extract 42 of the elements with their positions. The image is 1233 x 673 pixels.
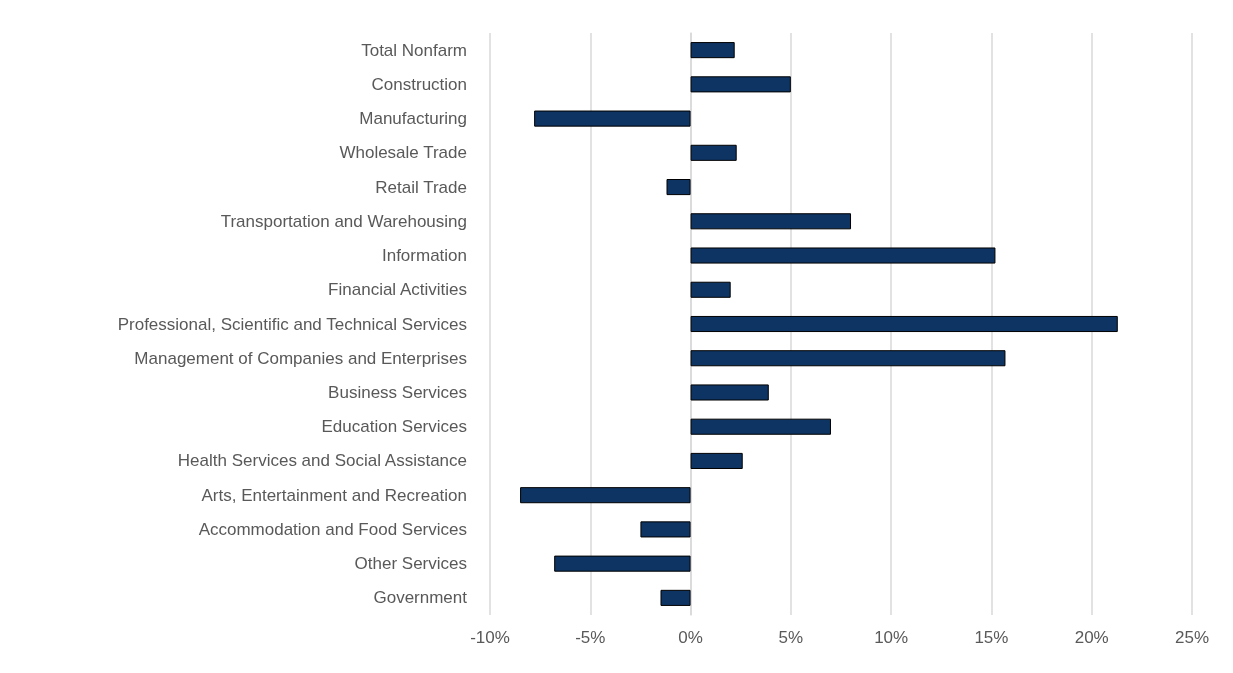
y-tick-label: Management of Companies and Enterprises bbox=[134, 348, 467, 368]
bar bbox=[640, 521, 691, 538]
y-tick-label: Transportation and Warehousing bbox=[220, 211, 467, 231]
y-tick-label: Other Services bbox=[354, 554, 467, 574]
y-tick-label: Total Nonfarm bbox=[361, 40, 467, 60]
x-tick-label: 10% bbox=[874, 628, 909, 647]
x-tick-label: 0% bbox=[678, 628, 703, 647]
bar bbox=[520, 487, 691, 504]
y-tick-label: Wholesale Trade bbox=[339, 143, 467, 163]
x-tick-label: 5% bbox=[778, 628, 804, 647]
bar bbox=[690, 42, 735, 59]
x-tick-label: -10% bbox=[470, 628, 510, 647]
bar bbox=[690, 144, 737, 161]
y-tick-label: Education Services bbox=[321, 417, 467, 437]
bar bbox=[690, 247, 996, 264]
y-tick-label: Construction bbox=[371, 74, 467, 94]
y-tick-label: Business Services bbox=[328, 382, 467, 402]
bar bbox=[534, 110, 691, 127]
bar bbox=[690, 76, 791, 93]
y-tick-label: Government bbox=[373, 588, 468, 608]
bar bbox=[690, 315, 1118, 333]
bar bbox=[690, 350, 1006, 367]
y-tick-label: Health Services and Social Assistance bbox=[177, 451, 467, 471]
bar bbox=[690, 452, 743, 469]
x-tick-label: 25% bbox=[1174, 628, 1210, 647]
bar bbox=[554, 555, 691, 572]
bar bbox=[690, 213, 852, 230]
y-tick-label: Professional, Scientific and Technical Services bbox=[117, 314, 467, 334]
x-tick-label: -5% bbox=[575, 628, 606, 647]
x-tick-label: 15% bbox=[974, 628, 1009, 647]
bar bbox=[666, 179, 691, 196]
y-tick-label: Accommodation and Food Services bbox=[198, 519, 467, 539]
bar bbox=[690, 281, 731, 298]
bar bbox=[690, 384, 769, 401]
bar bbox=[660, 589, 691, 606]
y-tick-label: Retail Trade bbox=[375, 177, 467, 197]
y-tick-label: Financial Activities bbox=[328, 280, 467, 300]
y-tick-label: Manufacturing bbox=[359, 109, 467, 129]
y-tick-label: Information bbox=[381, 246, 467, 266]
y-tick-label: Arts, Entertainment and Recreation bbox=[201, 485, 467, 505]
bar bbox=[690, 418, 831, 435]
x-tick-label: 20% bbox=[1074, 628, 1109, 647]
